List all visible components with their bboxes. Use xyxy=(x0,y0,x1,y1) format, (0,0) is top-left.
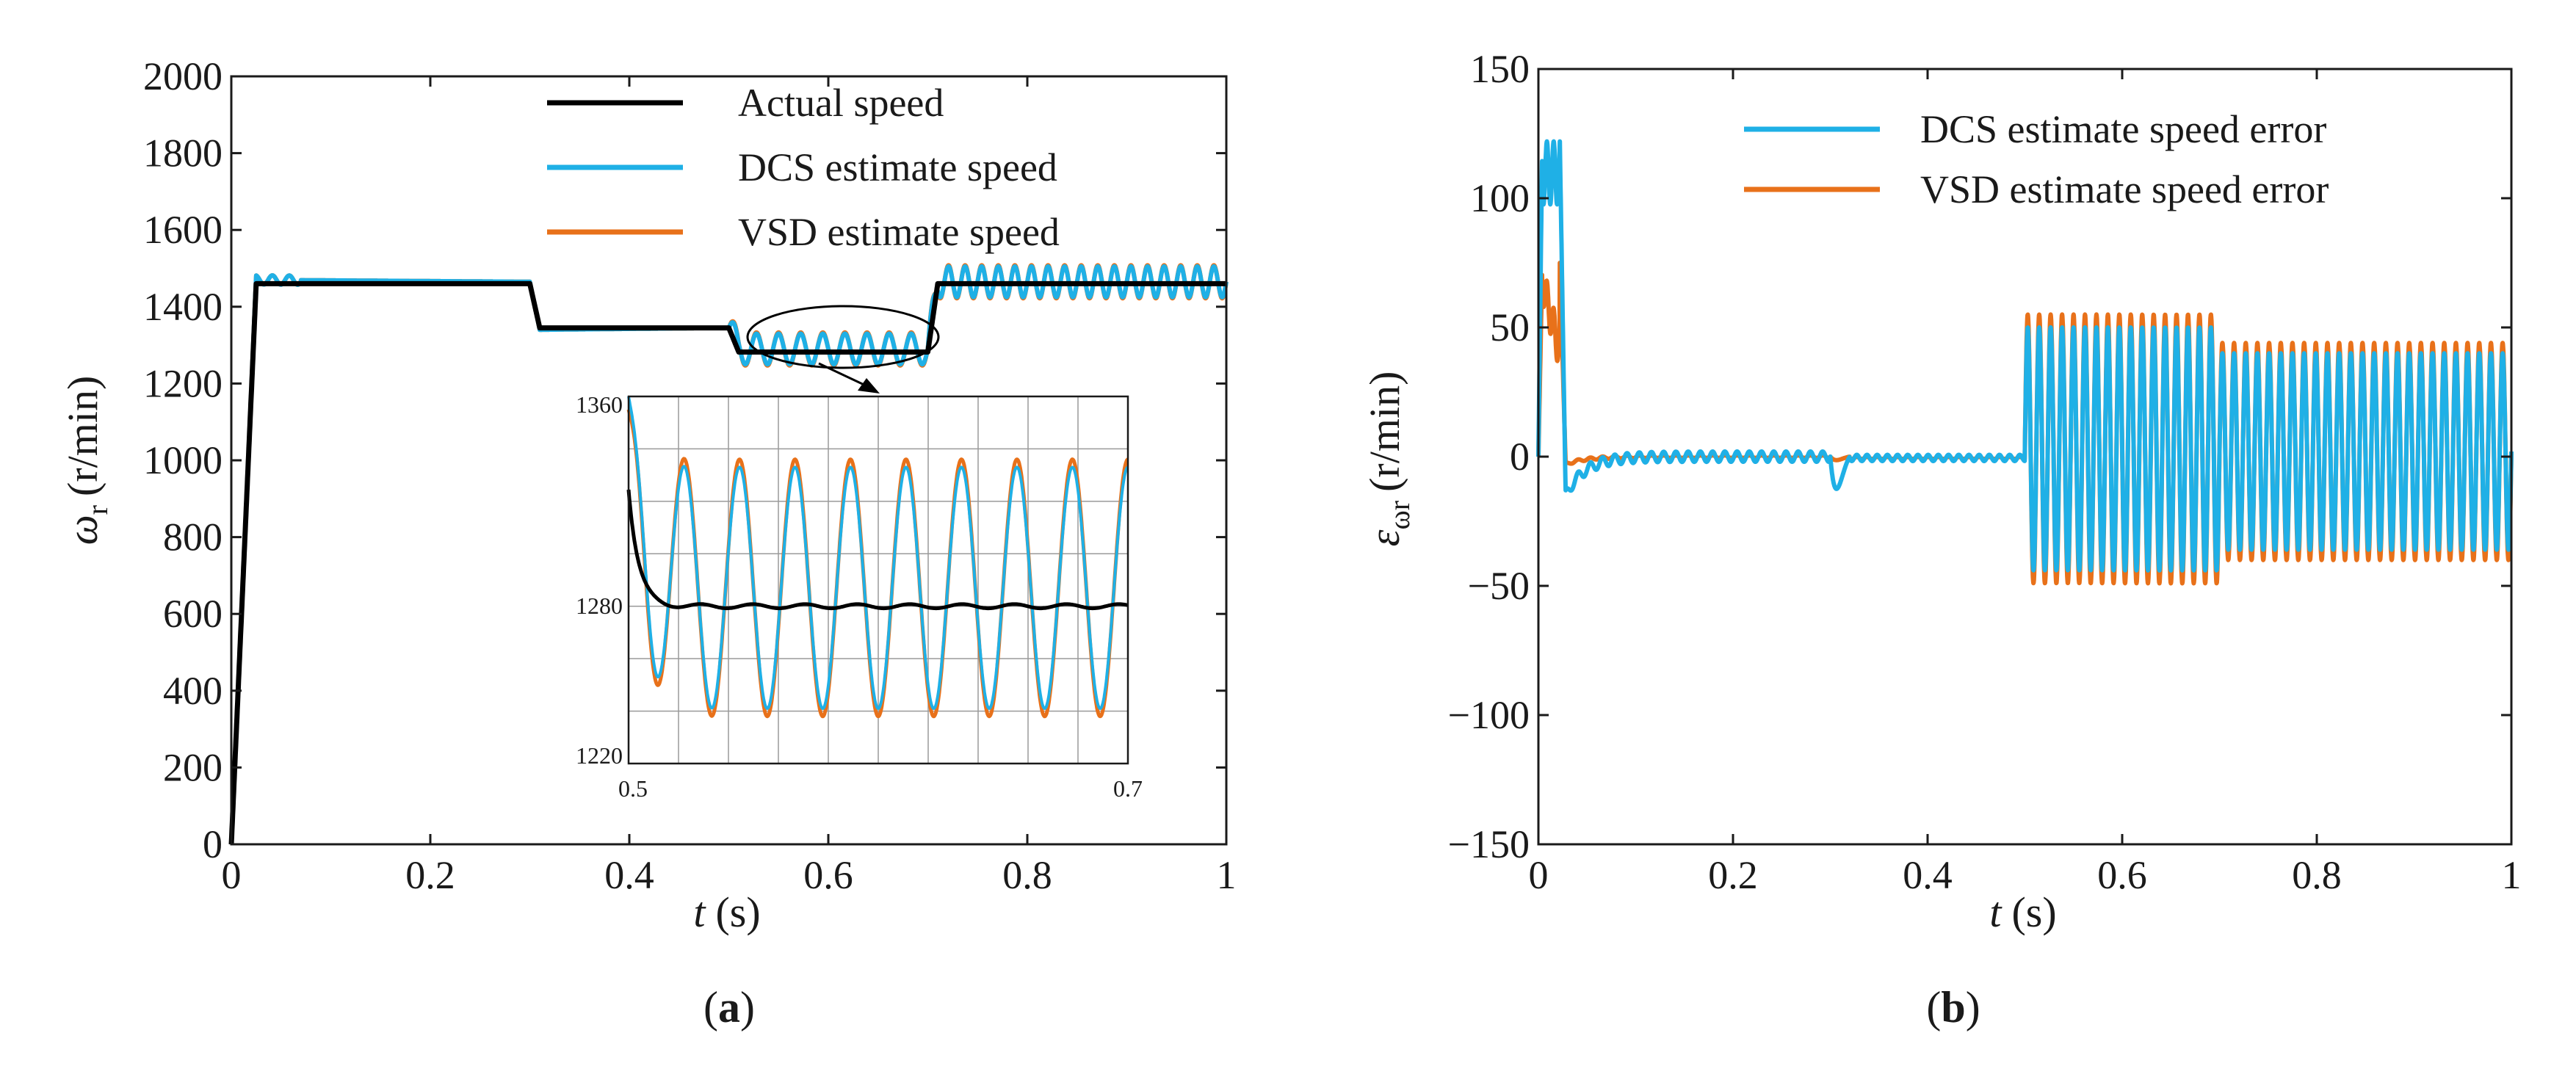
chart-b-xtick-label: 0.2 xyxy=(1708,853,1758,897)
chart-a-xtick-label: 0 xyxy=(222,853,242,897)
zoom-arrow xyxy=(818,362,871,389)
chart-a-inset: 1360 1280 1220 0.5 0.7 xyxy=(576,391,1143,802)
chart-a-ylabel: ωr(r/min) xyxy=(59,376,114,545)
chart-a-xtick-label: 0.2 xyxy=(405,853,455,897)
chart-a-ytick-label: 1600 xyxy=(143,208,222,252)
inset-ytick-1360: 1360 xyxy=(576,391,623,418)
chart-a-xtick-label: 0.8 xyxy=(1002,853,1052,897)
chart-b-xtick-label: 1 xyxy=(2502,853,2522,897)
chart-a-ytick-label: 800 xyxy=(163,515,222,559)
chart-b-plot-frame xyxy=(1537,68,2513,846)
chart-b-ytick-label: 100 xyxy=(1470,176,1530,220)
chart-b-xtick-label: 0.8 xyxy=(2292,853,2342,897)
inset-grid xyxy=(629,396,1128,764)
inset-ytick-1280: 1280 xyxy=(576,592,623,619)
chart-a: 0 200 400 600 800 1000 1200 1400 1600 1800 2000 0 0.… xyxy=(59,54,1237,1031)
chart-b-xlabel: t (s) xyxy=(1989,888,2056,936)
chart-a-ytick-label: 600 xyxy=(163,592,222,636)
chart-b-xtick-label: 0.6 xyxy=(2097,853,2147,897)
legend-label-dcs-estimate-speed: DCS estimate speed xyxy=(738,145,1057,189)
chart-a-series xyxy=(228,263,1229,845)
inset-ytick-1220: 1220 xyxy=(576,742,623,769)
chart-a-ytick-label: 1800 xyxy=(143,131,222,175)
chart-a-xtick-label: 0.6 xyxy=(803,853,853,897)
chart-a-ytick-label: 1200 xyxy=(143,361,222,405)
inset-series-actual xyxy=(626,489,1129,611)
inset-frame xyxy=(627,395,1129,765)
chart-b-ytick-label: −150 xyxy=(1448,822,1530,866)
chart-b: −150 −100 −50 0 50 100 150 0 0.2 0.4 0.6 0.8 1 DCS e… xyxy=(1361,47,2522,1031)
inset-xtick-0.5: 0.5 xyxy=(618,775,648,802)
chart-b-ytick-label: 50 xyxy=(1490,305,1530,349)
chart-a-ytick-label: 0 xyxy=(203,822,222,866)
chart-b-ytick-label: 150 xyxy=(1470,47,1530,91)
chart-a-xtick-label: 1 xyxy=(1217,853,1237,897)
chart-b-series xyxy=(1536,139,2514,586)
chart-a-legend: Actual speed DCS estimate speed VSD esti… xyxy=(547,81,1060,254)
chart-a-ytick-label: 200 xyxy=(163,745,222,789)
legend-label-vsd-estimate-speed: VSD estimate speed xyxy=(738,210,1060,254)
chart-b-ticks: −150 −100 −50 0 50 100 150 0 0.2 0.4 0.6 0.8 1 xyxy=(1448,47,2522,897)
inset-xtick-0.7: 0.7 xyxy=(1113,775,1143,802)
chart-b-xtick-label: 0 xyxy=(1529,853,1549,897)
chart-b-ytick-label: −100 xyxy=(1448,693,1530,737)
chart-a-plot-frame xyxy=(230,75,1228,846)
legend-label-dcs-error: DCS estimate speed error xyxy=(1920,107,2326,151)
chart-b-xtick-label: 0.4 xyxy=(1903,853,1953,897)
chart-b-legend: DCS estimate speed error VSD estimate sp… xyxy=(1744,107,2329,211)
zoom-region-ellipse xyxy=(746,305,940,369)
chart-a-ticks: 0 200 400 600 800 1000 1200 1400 1600 1800 2000 0 0.… xyxy=(143,54,1237,897)
chart-b-panel-label: (b) xyxy=(1926,983,1980,1031)
chart-a-xtick-label: 0.4 xyxy=(604,853,654,897)
chart-b-series-dcs-estimate-speed-error xyxy=(1536,139,2514,573)
chart-a-series-actual-speed xyxy=(228,280,1229,845)
chart-a-ytick-label: 1000 xyxy=(143,438,222,482)
legend-label-vsd-error: VSD estimate speed error xyxy=(1920,167,2329,211)
chart-b-ytick-label: −50 xyxy=(1468,564,1530,608)
inset-series-vsd xyxy=(626,409,1129,719)
chart-a-ytick-label: 400 xyxy=(163,669,222,713)
legend-label-actual-speed: Actual speed xyxy=(738,81,944,125)
chart-a-ytick-label: 1400 xyxy=(143,285,222,329)
chart-b-ylabel: εωr(r/min) xyxy=(1361,371,1416,547)
chart-a-panel-label: (a) xyxy=(703,983,755,1031)
inset-series-dcs xyxy=(627,396,1129,711)
chart-b-ytick-label: 0 xyxy=(1510,435,1530,479)
chart-a-ytick-label: 2000 xyxy=(143,54,222,98)
chart-a-xlabel: t (s) xyxy=(693,888,760,936)
zoom-arrow-head xyxy=(858,378,880,394)
inset-series xyxy=(626,396,1129,719)
